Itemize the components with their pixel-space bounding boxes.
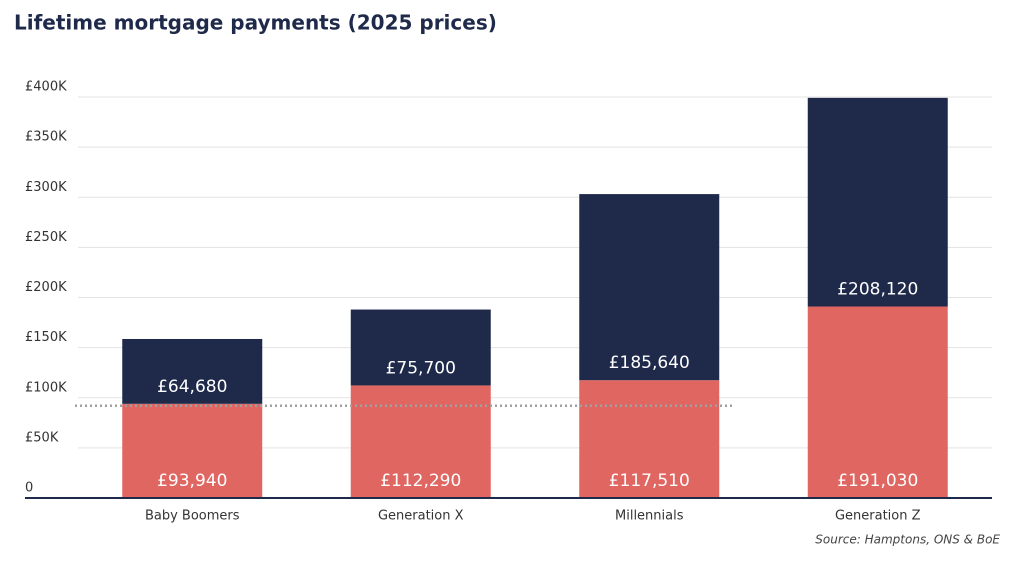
value-label: £93,940 xyxy=(157,471,227,491)
bar-segment xyxy=(350,309,491,386)
y-tick-label: £300K xyxy=(25,180,67,195)
y-tick-label: 0 xyxy=(25,481,33,496)
value-label: £191,030 xyxy=(837,471,918,491)
bar-segment xyxy=(579,194,720,381)
source: Source: Hamptons, ONS & BoE xyxy=(815,533,1000,547)
bar-segment xyxy=(122,403,263,498)
value-label: £208,120 xyxy=(837,279,918,299)
y-tick-label: £50K xyxy=(25,430,59,445)
value-label: £117,510 xyxy=(609,471,690,491)
x-tick-label: Generation X xyxy=(378,509,464,524)
value-label: £112,290 xyxy=(380,471,461,491)
value-label: £185,640 xyxy=(609,353,690,373)
y-tick-label: £200K xyxy=(25,280,67,295)
value-label: £75,700 xyxy=(386,358,456,378)
y-tick-label: £250K xyxy=(25,230,67,245)
chart-title: Lifetime mortgage payments (2025 prices) xyxy=(14,11,497,35)
bar-segment xyxy=(579,380,720,498)
bar-segment xyxy=(807,97,948,307)
value-label: £64,680 xyxy=(157,377,227,397)
y-tick-label: £150K xyxy=(25,330,67,345)
y-tick-label: £400K xyxy=(25,80,67,95)
x-tick-label: Millennials xyxy=(615,509,684,524)
bar-segment xyxy=(807,306,948,498)
x-tick-label: Generation Z xyxy=(835,509,921,524)
y-tick-label: £100K xyxy=(25,380,67,395)
bar-segment xyxy=(122,338,263,404)
bar-segment xyxy=(350,385,491,498)
x-tick-label: Baby Boomers xyxy=(145,509,240,524)
y-tick-label: £350K xyxy=(25,130,67,145)
